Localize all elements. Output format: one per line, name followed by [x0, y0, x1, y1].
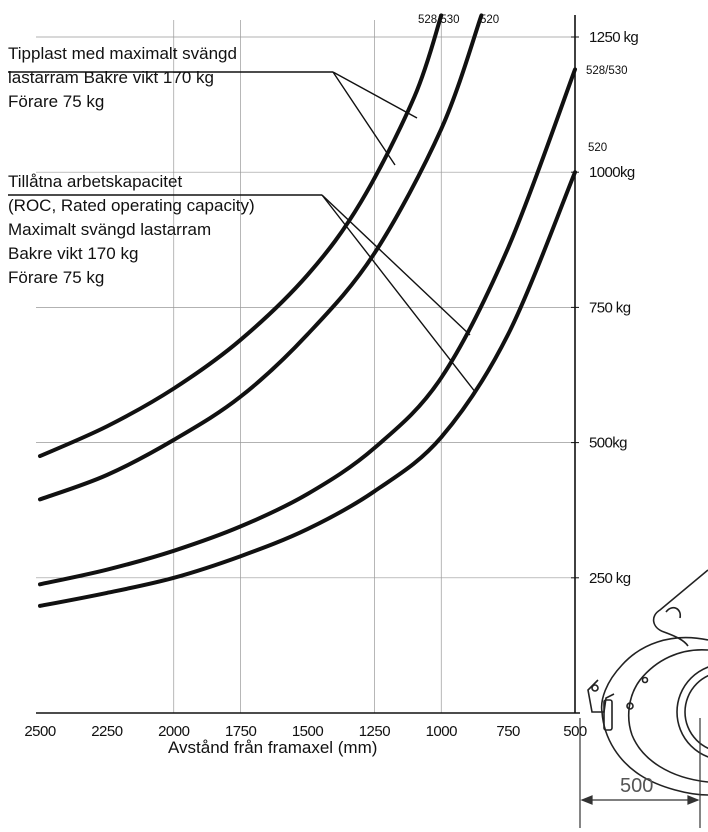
x-tick-label: 1000 [426, 723, 458, 740]
series-line-tipplast-0 [38, 13, 444, 459]
annotation-leaders [8, 71, 477, 394]
x-tick-label: 500 [563, 723, 587, 740]
dimension-label: 500 [620, 775, 653, 797]
annotation-line: Förare 75 kg [8, 268, 105, 287]
x-tick-label: 2000 [158, 723, 190, 740]
machine-wheel-drawing [587, 569, 708, 796]
annotation-roc: Tillåtna arbetskapacitet (ROC, Rated ope… [8, 170, 255, 290]
x-axis-label: Avstånd från framaxel (mm) [168, 738, 378, 757]
curves [38, 13, 577, 608]
x-tick-labels: 2500 2250 2000 1750 1500 1250 1000 750 500 [24, 723, 587, 740]
annotation-line: Förare 75 kg [8, 92, 105, 111]
leader-line [332, 71, 418, 119]
leader-line [332, 71, 396, 166]
y-tick-labels: 250 kg 500kg 750 kg 1000kg 1250 kg [571, 29, 639, 587]
annotation-line: lastarram Bakre vikt 170 kg [8, 68, 214, 87]
x-tick-label: 1500 [292, 723, 324, 740]
x-tick-label: 2250 [91, 723, 123, 740]
y-tick-label: 1250 kg [589, 29, 638, 46]
annotation-line: (ROC, Rated operating capacity) [8, 196, 255, 215]
x-tick-label: 750 [496, 723, 520, 740]
y-tick-label: 250 kg [589, 570, 631, 587]
leader-line [321, 194, 477, 394]
series-line-tipplast-1 [38, 13, 484, 502]
grid [36, 20, 575, 713]
axes [36, 15, 580, 714]
y-tick-label: 500kg [589, 435, 627, 452]
x-tick-label: 1750 [225, 723, 257, 740]
annotation-line: Tipplast med maximalt svängd [8, 44, 237, 63]
model-label-right-upper: 528/530 [586, 65, 628, 77]
y-tick-label: 1000kg [589, 164, 635, 181]
leader-line [321, 194, 471, 336]
model-label-top-right: 520 [480, 14, 499, 26]
y-tick-label: 750 kg [589, 299, 631, 316]
series-line-roc-3 [38, 170, 577, 608]
annotation-line: Maximalt svängd lastarram [8, 220, 212, 239]
series-line-roc-2 [38, 67, 577, 587]
annotation-line: Bakre vikt 170 kg [8, 244, 139, 263]
x-tick-label: 2500 [24, 723, 56, 740]
annotation-line: Tillåtna arbetskapacitet [8, 172, 183, 191]
annotation-tipplast: Tipplast med maximalt svängd lastarram B… [8, 42, 237, 114]
model-label-right-lower: 520 [588, 142, 607, 154]
x-tick-label: 1250 [359, 723, 391, 740]
model-label-top-left: 528/530 [418, 14, 460, 26]
dimension-marker [579, 718, 701, 828]
